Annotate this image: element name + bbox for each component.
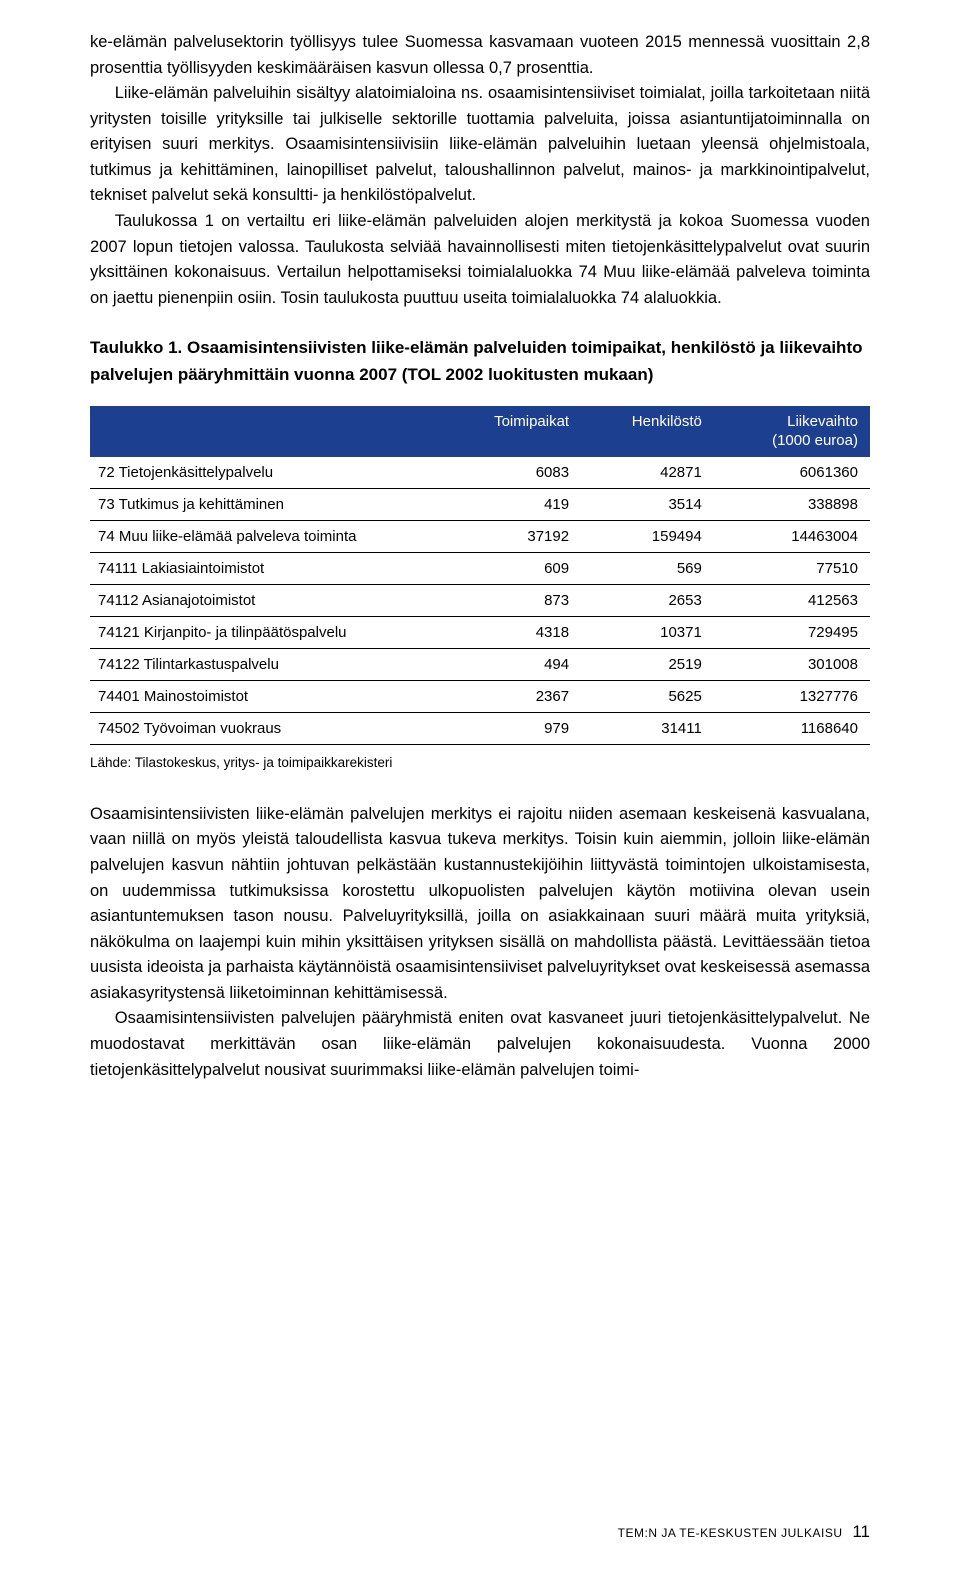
table-header-row: Toimipaikat Henkilöstö Liikevaihto(1000 … (90, 406, 870, 457)
table-cell: 412563 (714, 584, 870, 616)
table-cell: 10371 (581, 616, 714, 648)
table-row: 72 Tietojenkäsittelypalvelu6083428716061… (90, 457, 870, 489)
table-heading: Taulukko 1. Osaamisintensiivisten liike-… (90, 335, 870, 388)
table-cell: 74121 Kirjanpito- ja tilinpäätöspalvelu (90, 616, 441, 648)
table-row: 74122 Tilintarkastuspalvelu4942519301008 (90, 648, 870, 680)
table-cell: 74401 Mainostoimistot (90, 680, 441, 712)
table-cell: 74112 Asianajotoimistot (90, 584, 441, 616)
table-cell: 5625 (581, 680, 714, 712)
table-cell: 494 (441, 648, 581, 680)
table-cell: 6061360 (714, 457, 870, 489)
table-row: 74112 Asianajotoimistot8732653412563 (90, 584, 870, 616)
table-cell: 74502 Työvoiman vuokraus (90, 712, 441, 744)
table-cell: 569 (581, 552, 714, 584)
table-cell: 4318 (441, 616, 581, 648)
table-cell: 14463004 (714, 520, 870, 552)
table-row: 74121 Kirjanpito- ja tilinpäätöspalvelu4… (90, 616, 870, 648)
table-cell: 729495 (714, 616, 870, 648)
paragraph-5: Osaamisintensiivisten palvelujen pääryhm… (90, 1006, 870, 1083)
paragraph-2: Liike-elämän palveluihin sisältyy alatoi… (90, 81, 870, 209)
table-cell: 77510 (714, 552, 870, 584)
col-henkilosto: Henkilöstö (581, 406, 714, 457)
table-cell: 74 Muu liike-elämää palveleva toiminta (90, 520, 441, 552)
table-cell: 37192 (441, 520, 581, 552)
data-table: Toimipaikat Henkilöstö Liikevaihto(1000 … (90, 406, 870, 745)
table-cell: 159494 (581, 520, 714, 552)
table-source: Lähde: Tilastokeskus, yritys- ja toimipa… (90, 755, 870, 770)
table-cell: 74111 Lakiasiaintoimistot (90, 552, 441, 584)
table-cell: 3514 (581, 488, 714, 520)
col-blank (90, 406, 441, 457)
table-row: 74401 Mainostoimistot236756251327776 (90, 680, 870, 712)
footer-text: TEM:N JA TE-KESKUSTEN JULKAISU (618, 1526, 843, 1540)
table-cell: 6083 (441, 457, 581, 489)
table-cell: 1327776 (714, 680, 870, 712)
table-cell: 74122 Tilintarkastuspalvelu (90, 648, 441, 680)
table-cell: 2653 (581, 584, 714, 616)
paragraph-4: Osaamisintensiivisten liike-elämän palve… (90, 802, 870, 1007)
paragraph-1: ke-elämän palvelusektorin työllisyys tul… (90, 30, 870, 81)
table-cell: 2519 (581, 648, 714, 680)
table-cell: 73 Tutkimus ja kehittäminen (90, 488, 441, 520)
page-footer: TEM:N JA TE-KESKUSTEN JULKAISU 11 (618, 1522, 870, 1542)
table-cell: 609 (441, 552, 581, 584)
table-cell: 979 (441, 712, 581, 744)
table-cell: 72 Tietojenkäsittelypalvelu (90, 457, 441, 489)
table-cell: 31411 (581, 712, 714, 744)
table-cell: 301008 (714, 648, 870, 680)
table-cell: 873 (441, 584, 581, 616)
table-cell: 1168640 (714, 712, 870, 744)
table-row: 74 Muu liike-elämää palveleva toiminta37… (90, 520, 870, 552)
page-number: 11 (852, 1522, 870, 1541)
table-cell: 42871 (581, 457, 714, 489)
col-liikevaihto: Liikevaihto(1000 euroa) (714, 406, 870, 457)
table-row: 74111 Lakiasiaintoimistot60956977510 (90, 552, 870, 584)
table-cell: 2367 (441, 680, 581, 712)
table-row: 73 Tutkimus ja kehittäminen4193514338898 (90, 488, 870, 520)
col-toimipaikat: Toimipaikat (441, 406, 581, 457)
table-cell: 338898 (714, 488, 870, 520)
paragraph-3: Taulukossa 1 on vertailtu eri liike-eläm… (90, 209, 870, 311)
table-cell: 419 (441, 488, 581, 520)
table-row: 74502 Työvoiman vuokraus979314111168640 (90, 712, 870, 744)
